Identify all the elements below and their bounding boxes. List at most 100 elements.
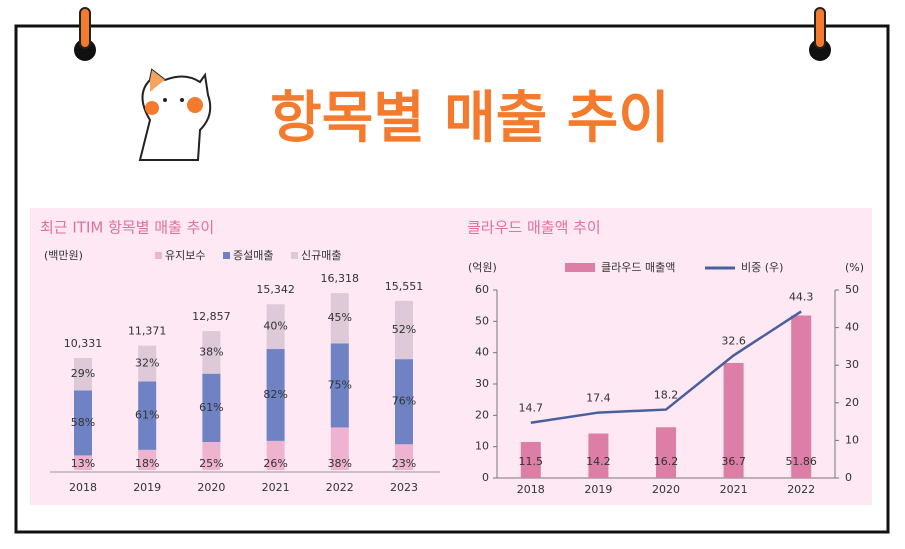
line-label: 32.6 [721, 334, 746, 347]
bar-segment [74, 455, 92, 470]
x-tick-label: 2022 [326, 481, 354, 494]
segment-label: 26% [263, 457, 287, 470]
y-tick-label: 0 [482, 471, 489, 484]
x-tick-label: 2022 [787, 483, 815, 496]
x-tick-label: 2023 [390, 481, 418, 494]
bar-segment [202, 331, 221, 374]
legend-swatch [291, 252, 298, 259]
segment-label: 38% [199, 345, 223, 358]
y-unit: (백만원) [44, 249, 83, 262]
total-label: 16,318 [321, 272, 360, 285]
bar-segment [138, 381, 157, 450]
legend-label: 클라우드 매출액 [601, 261, 675, 274]
y-tick-label: 40 [475, 346, 489, 359]
line-label: 14.7 [519, 402, 544, 415]
x-tick-label: 2019 [133, 481, 161, 494]
y-tick-label: 20 [475, 408, 489, 421]
total-label: 12,857 [192, 310, 231, 323]
bar-segment [266, 349, 285, 441]
x-tick-label: 2021 [720, 483, 748, 496]
y2-tick-label: 30 [845, 358, 859, 371]
bar-label: 16.2 [654, 455, 679, 468]
segment-label: 58% [71, 416, 95, 429]
segment-label: 18% [135, 457, 159, 470]
bar-label: 11.5 [519, 455, 544, 468]
bar-segment [74, 358, 92, 391]
bar-segment [330, 427, 349, 470]
y2-unit: (%) [845, 261, 864, 274]
bar-segment [138, 345, 157, 382]
bar-segment [266, 440, 285, 470]
bar [723, 363, 744, 478]
segment-label: 25% [199, 457, 223, 470]
page-title: 항목별 매출 추이 [270, 86, 670, 151]
legend-swatch [155, 252, 162, 259]
segment-label: 61% [135, 409, 159, 422]
x-tick-label: 2019 [584, 483, 612, 496]
segment-label: 82% [263, 388, 287, 401]
legend-label: 증설매출 [233, 249, 273, 262]
chart-title: 클라우드 매출액 추이 [467, 219, 601, 237]
segment-label: 32% [135, 357, 159, 370]
bar [656, 427, 676, 478]
y-tick-label: 50 [475, 314, 489, 327]
segment-label: 45% [328, 311, 352, 324]
y2-tick-label: 40 [845, 321, 859, 334]
segment-label: 29% [71, 367, 95, 380]
bar [791, 315, 812, 478]
bar-label: 36.7 [721, 455, 746, 468]
bar [520, 441, 541, 478]
segment-label: 38% [328, 457, 352, 470]
bar-segment [138, 449, 157, 470]
legend-label: 유지보수 [165, 249, 205, 262]
bar-segment [330, 293, 349, 344]
x-tick-label: 2021 [262, 481, 290, 494]
line-label: 18.2 [654, 389, 679, 402]
chart-stacked: 최근 ITIM 항목별 매출 추이 (백만원) 유지보수 증설매출 신규매출 13% 58%… [40, 219, 440, 494]
bar [588, 433, 609, 478]
bar-segment [395, 444, 413, 470]
x-tick-label: 2018 [69, 481, 97, 494]
bar-label: 14.2 [586, 455, 611, 468]
line [530, 310, 802, 424]
bar-segment [202, 373, 221, 442]
segment-label: 23% [392, 457, 416, 470]
line-label: 17.4 [586, 392, 611, 405]
y2-tick-label: 0 [845, 471, 852, 484]
x-tick-label: 2020 [197, 481, 225, 494]
legend-swatch [223, 252, 230, 259]
segment-label: 52% [392, 323, 416, 336]
segment-label: 61% [199, 401, 223, 414]
total-label: 10,331 [64, 337, 103, 350]
bar-label: 51.86 [785, 455, 817, 468]
x-tick-label: 2020 [652, 483, 680, 496]
x-tick-label: 2018 [517, 483, 545, 496]
bar-segment [395, 359, 413, 445]
total-label: 11,371 [128, 325, 167, 338]
y-tick-label: 10 [475, 440, 489, 453]
legend-label: 비중 (우) [741, 261, 783, 274]
bar-segment [202, 442, 221, 470]
y-unit: (억원) [468, 261, 497, 274]
y-tick-label: 30 [475, 377, 489, 390]
chart-combo: 클라우드 매출액 추이 (억원) (%) 0 10 20 30 40 50 60 0 10 20 30 40… [467, 219, 864, 497]
segment-label: 40% [263, 320, 287, 333]
bar-segment [266, 304, 285, 350]
segment-label: 75% [328, 378, 352, 391]
y-tick-label: 60 [475, 283, 489, 296]
segment-label: 76% [392, 395, 416, 408]
bar-segment [330, 343, 349, 428]
line-label: 44.3 [789, 290, 814, 303]
cat-icon [138, 68, 212, 161]
chart-title: 최근 ITIM 항목별 매출 추이 [40, 219, 214, 237]
total-label: 15,342 [256, 283, 295, 296]
y2-tick-label: 50 [845, 283, 859, 296]
bar-segment [74, 390, 92, 456]
y2-tick-label: 10 [845, 433, 859, 446]
bar-segment [395, 300, 413, 360]
legend-label: 신규매출 [301, 249, 341, 262]
legend-swatch [565, 263, 595, 272]
ring [814, 7, 826, 49]
